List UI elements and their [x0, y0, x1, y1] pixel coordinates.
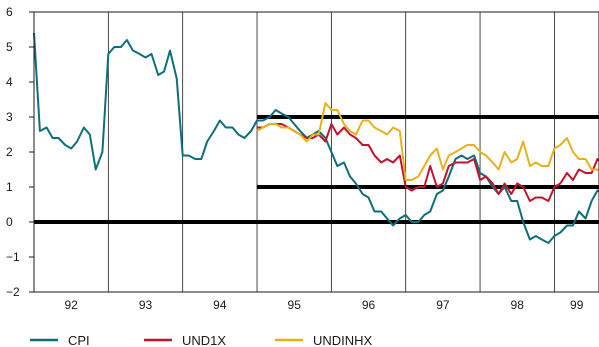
series-line-cpi [33, 32, 599, 244]
y-tick-label: 6 [6, 5, 13, 19]
x-tick-label: 93 [139, 298, 153, 312]
series-lines [33, 32, 599, 244]
series-line-und1x [257, 123, 599, 202]
y-tick-label: 0 [6, 215, 13, 229]
reference-lines [34, 115, 599, 224]
x-tick-label: 97 [436, 298, 450, 312]
y-tick-label: 4 [6, 75, 13, 89]
x-tick-label: 94 [213, 298, 227, 312]
x-tick-label: 95 [288, 298, 302, 312]
plot-frame [33, 11, 599, 293]
y-tick-label: 1 [6, 180, 13, 194]
series-line-undinhx [256, 102, 599, 181]
y-tick-label: 2 [6, 145, 13, 159]
x-tick-label: 92 [64, 298, 78, 312]
legend: CPI UND1X UNDINHX [30, 333, 373, 347]
x-axis-ticks: 92 93 94 95 96 97 98 99 [64, 298, 583, 312]
y-tick-label: 5 [6, 40, 13, 54]
y-tick-label: −2 [6, 285, 20, 299]
y-axis-ticks: 6 5 4 3 2 1 0 −1 −2 [6, 5, 34, 299]
x-tick-label: 96 [362, 298, 376, 312]
legend-label-undinhx: UNDINHX [313, 333, 373, 347]
x-tick-label: 99 [570, 298, 584, 312]
legend-label-cpi: CPI [68, 333, 90, 347]
x-tick-label: 98 [511, 298, 525, 312]
y-tick-label: 3 [6, 110, 13, 124]
y-tick-label: −1 [6, 250, 20, 264]
legend-label-und1x: UND1X [182, 333, 226, 347]
